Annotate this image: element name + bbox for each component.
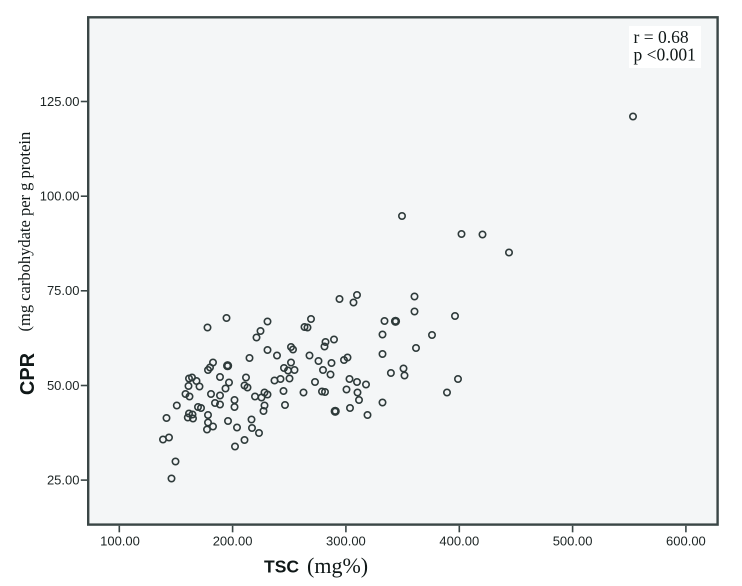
svg-text:100.00: 100.00 — [40, 189, 80, 204]
svg-text:200.00: 200.00 — [213, 534, 253, 549]
svg-text:(mg%): (mg%) — [307, 553, 368, 578]
svg-text:CPR: CPR — [17, 352, 39, 395]
svg-text:p <0.001: p <0.001 — [634, 45, 696, 65]
svg-text:500.00: 500.00 — [553, 534, 593, 549]
svg-text:75.00: 75.00 — [47, 283, 80, 298]
svg-text:400.00: 400.00 — [439, 534, 479, 549]
svg-text:125.00: 125.00 — [40, 94, 80, 109]
svg-text:300.00: 300.00 — [326, 534, 366, 549]
svg-text:100.00: 100.00 — [100, 534, 140, 549]
svg-text:r = 0.68: r = 0.68 — [634, 27, 689, 47]
svg-text:(mg carbohydate per g protein: (mg carbohydate per g protein — [15, 132, 34, 332]
svg-text:TSC: TSC — [264, 557, 299, 577]
svg-text:25.00: 25.00 — [47, 473, 80, 488]
svg-text:600.00: 600.00 — [666, 534, 706, 549]
svg-text:50.00: 50.00 — [47, 378, 80, 393]
